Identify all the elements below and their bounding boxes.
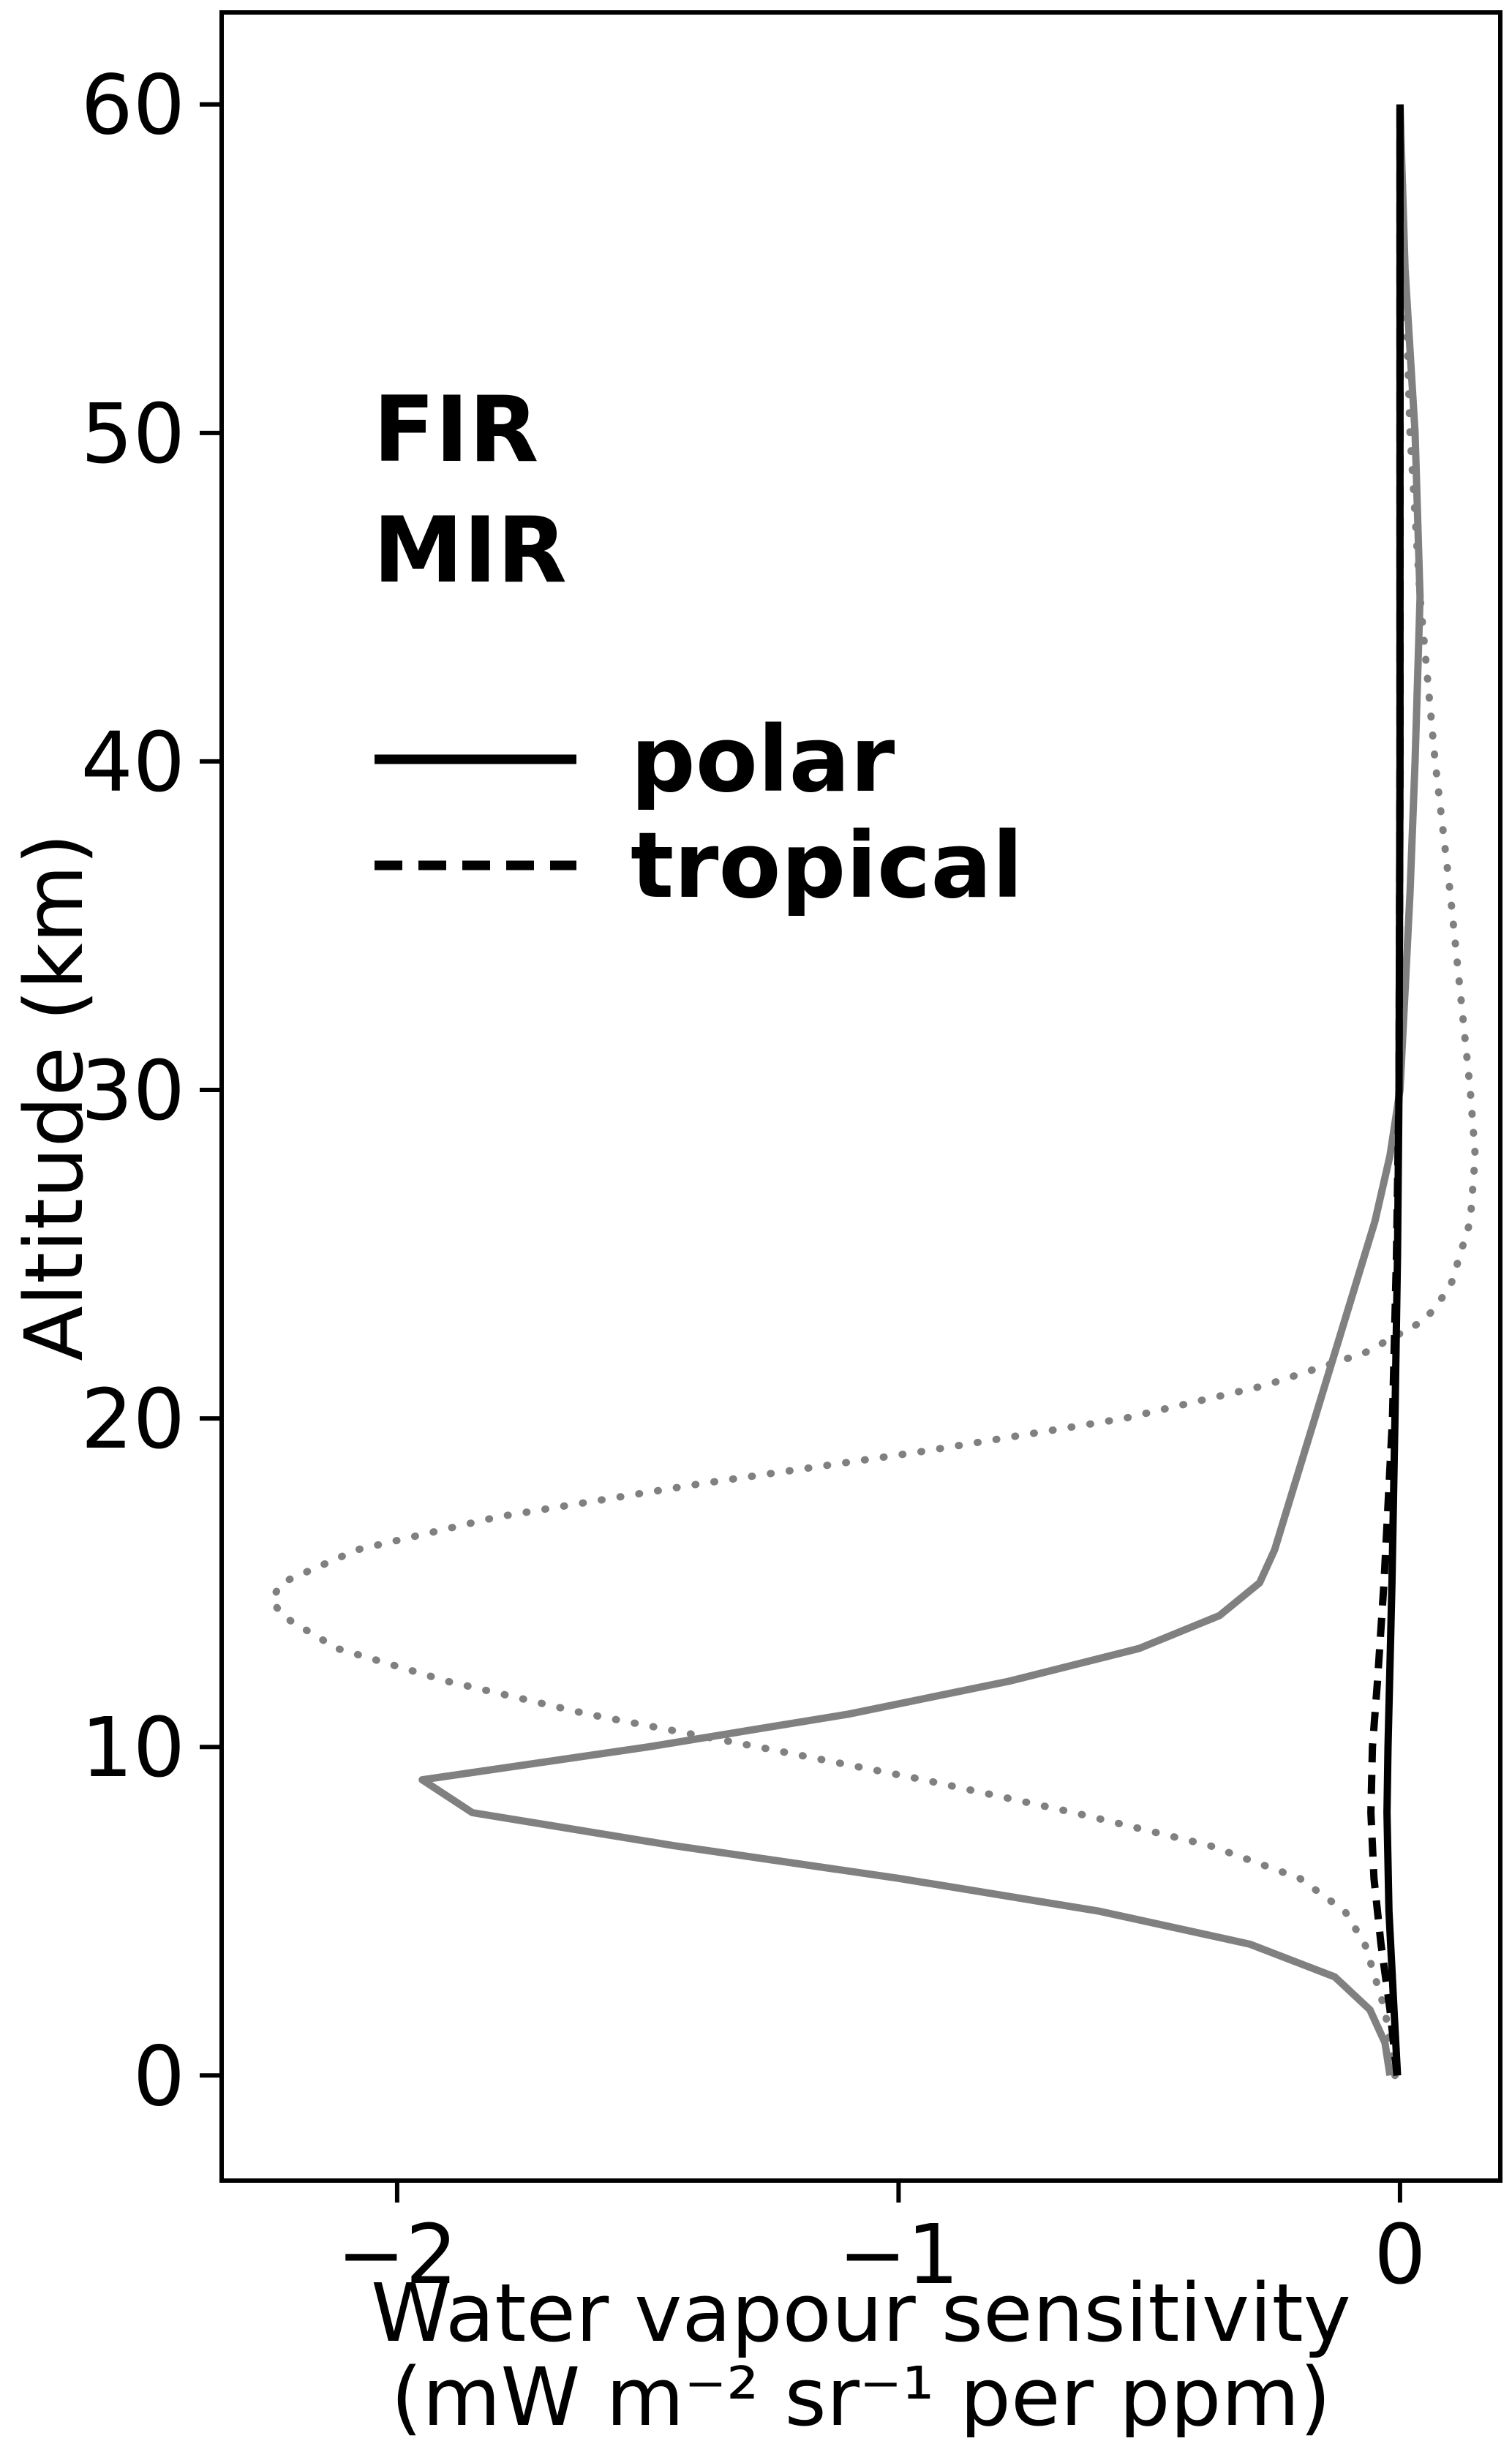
series-fir-tropical xyxy=(268,100,1479,2080)
x-axis-label-line2: (mW m⁻² sr⁻¹ per ppm) xyxy=(391,2350,1331,2437)
x-tick-label: −2 xyxy=(336,2208,457,2303)
series-layer xyxy=(268,100,1479,2080)
series-mir-tropical xyxy=(1367,104,1404,2076)
x-axis-label-line1: Water vapour sensitivity xyxy=(371,2266,1351,2360)
y-tick-label: 30 xyxy=(80,1044,185,1139)
legend-band-mir-label: MIR xyxy=(373,498,567,603)
x-tick-label: −1 xyxy=(838,2208,959,2303)
series-fir-polar xyxy=(418,104,1424,2077)
legend: FIR MIR polar tropical xyxy=(373,377,1023,919)
axes-ticks: −2 −1 0 0 10 20 30 40 50 60 xyxy=(80,59,1426,2303)
legend-band-fir-label: FIR xyxy=(373,377,538,483)
y-axis-label: Altitude (km) xyxy=(7,833,101,1361)
plot-border xyxy=(219,10,1502,2183)
y-tick-label: 50 xyxy=(80,387,185,482)
y-tick-label: 40 xyxy=(80,715,185,810)
legend-polar-label: polar xyxy=(631,707,895,813)
y-tick-label: 60 xyxy=(80,59,185,154)
legend-tropical-label: tropical xyxy=(631,813,1023,919)
y-tick-label: 10 xyxy=(80,1701,185,1796)
y-tick-label: 0 xyxy=(133,2029,185,2124)
x-tick-label: 0 xyxy=(1374,2208,1426,2303)
y-tick-label: 20 xyxy=(80,1372,185,1467)
